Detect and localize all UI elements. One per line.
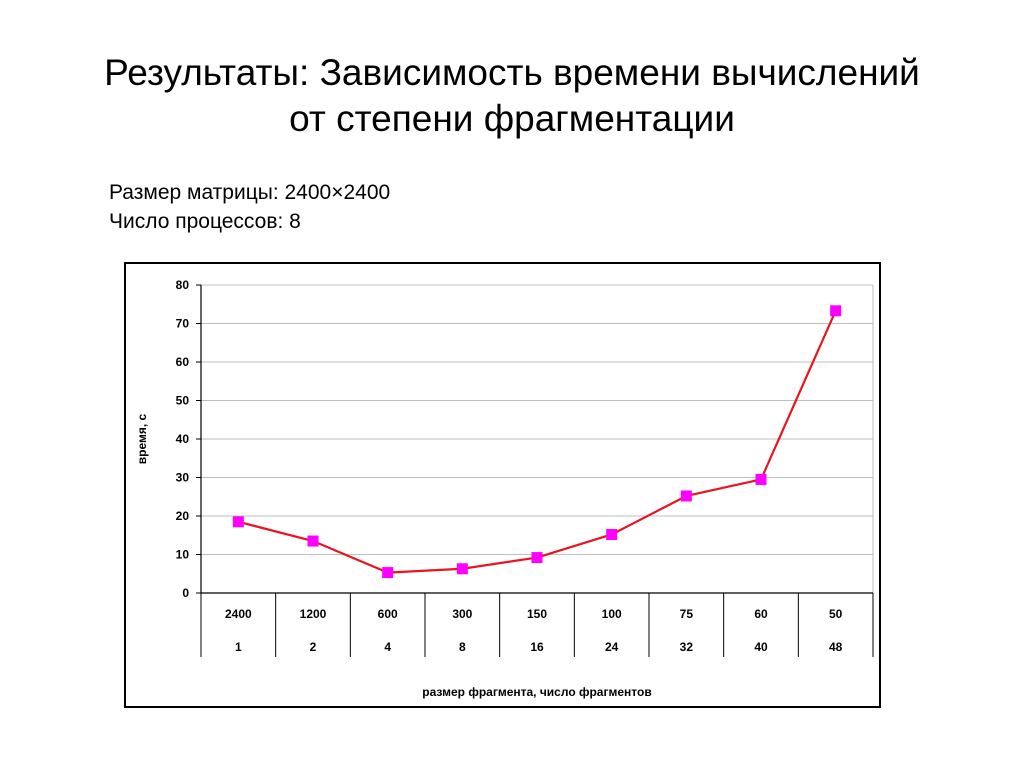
x-tick-label-fragment-size: 300: [452, 607, 472, 621]
x-tick-label-fragment-count: 48: [829, 640, 843, 654]
x-tick-label-fragment-count: 8: [459, 640, 466, 654]
x-tick-label-fragment-size: 150: [527, 607, 547, 621]
y-tick-label: 20: [176, 509, 190, 523]
x-tick-label-fragment-size: 75: [680, 607, 694, 621]
data-point-marker: [232, 516, 244, 528]
y-tick-label: 0: [182, 586, 189, 600]
y-tick-label: 80: [176, 278, 190, 292]
y-tick-label: 40: [176, 432, 190, 446]
data-point-marker: [531, 552, 543, 564]
data-point-marker: [680, 490, 692, 502]
data-point-marker: [606, 528, 618, 540]
x-tick-label-fragment-size: 50: [829, 607, 843, 621]
x-tick-label-fragment-count: 40: [754, 640, 768, 654]
x-tick-label-fragment-count: 1: [235, 640, 242, 654]
x-tick-label-fragment-size: 2400: [225, 607, 252, 621]
data-point-marker: [382, 567, 394, 579]
slide-title: Результаты: Зависимость времени вычислен…: [40, 50, 984, 142]
y-tick-label: 60: [176, 355, 190, 369]
y-axis-label: время, с: [135, 413, 149, 464]
y-tick-label: 30: [176, 471, 190, 485]
grid-lines: [201, 284, 874, 593]
data-series: [232, 305, 842, 579]
slide-info: Размер матрицы: 2400×2400 Число процессо…: [109, 178, 390, 236]
y-tick-label: 50: [176, 394, 190, 408]
data-point-marker: [755, 473, 767, 485]
x-axis-label: размер фрагмента, число фрагментов: [422, 685, 651, 699]
y-tick-label: 10: [176, 548, 190, 562]
y-tick-labels: 0 10 20 30 40 50 60 70 80: [176, 278, 190, 600]
slide-title-line-1: Результаты: Зависимость времени вычислен…: [104, 52, 920, 93]
data-point-marker: [307, 535, 319, 547]
x-tick-labels: 2400 1200 600 300 150 100 75 60 501 2 4 8 16 24 32 40 48: [225, 607, 843, 654]
process-count-text: Число процессов: 8: [109, 210, 301, 233]
data-point-marker: [456, 563, 468, 575]
chart-frame: [124, 262, 881, 708]
x-tick-label-fragment-size: 600: [378, 607, 398, 621]
x-tick-label-fragment-count: 32: [680, 640, 694, 654]
series-line: [238, 310, 837, 574]
x-tick-label-fragment-count: 16: [530, 640, 544, 654]
x-tick-label-fragment-count: 2: [310, 640, 317, 654]
x-tick-label-fragment-size: 1200: [300, 607, 327, 621]
x-tick-label-fragment-count: 4: [384, 640, 391, 654]
matrix-size-text: Размер матрицы: 2400×2400: [109, 181, 391, 204]
x-tick-label-fragment-size: 60: [754, 607, 768, 621]
y-tick-label: 70: [176, 317, 190, 331]
axes: [196, 284, 874, 657]
slide-title-line-2: от степени фрагментации: [289, 98, 735, 139]
x-tick-label-fragment-count: 24: [605, 640, 619, 654]
data-point-marker: [830, 305, 842, 317]
x-tick-label-fragment-size: 100: [602, 607, 622, 621]
